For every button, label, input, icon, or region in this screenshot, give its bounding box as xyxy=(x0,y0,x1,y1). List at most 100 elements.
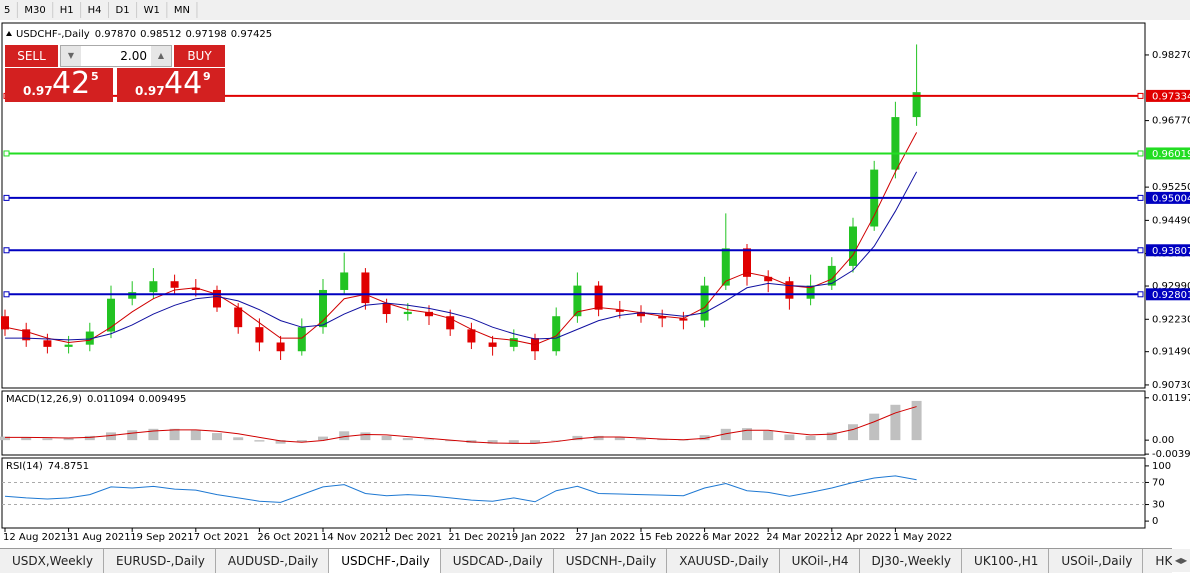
level-handle xyxy=(1137,247,1144,254)
symbol-tab[interactable]: EURUSD-,Daily xyxy=(104,549,216,573)
price-pips: 44 xyxy=(164,66,203,101)
candle-body xyxy=(128,292,137,299)
symbol-tab[interactable]: USDX,Weekly xyxy=(0,549,104,573)
macd-bar xyxy=(445,440,456,442)
symbol-tab[interactable]: AUDUSD-,Daily xyxy=(216,549,330,573)
x-tick-label: 14 Nov 2021 xyxy=(321,532,385,543)
candle-body xyxy=(170,281,179,288)
candle-body xyxy=(319,289,327,328)
candle-body xyxy=(85,331,94,345)
macd-bar xyxy=(890,404,901,441)
level-label: 0.95004 xyxy=(1152,193,1190,204)
macd-bar xyxy=(0,436,10,441)
sell-button[interactable]: SELL xyxy=(5,45,58,67)
level-label-box xyxy=(1146,288,1190,301)
macd-bar xyxy=(869,413,880,441)
macd-bar xyxy=(402,438,413,441)
level-handle xyxy=(1137,150,1144,157)
timeframe-button[interactable]: 5 xyxy=(4,5,10,16)
symbol-tab[interactable]: DJ30-,Weekly xyxy=(860,549,963,573)
macd-bar xyxy=(106,432,116,441)
macd-bar xyxy=(551,440,562,441)
symbol-tab[interactable]: HK50- xyxy=(1143,549,1172,573)
candle-body xyxy=(637,311,645,317)
x-tick-label: 12 Apr 2022 xyxy=(830,532,892,543)
macd-bar xyxy=(339,431,350,441)
y-tick-label: 0.92990 xyxy=(1152,281,1190,292)
macd-bar xyxy=(678,440,689,441)
macd-bar xyxy=(763,430,774,441)
symbol-tab[interactable]: XAUUSD-,Daily xyxy=(667,549,780,573)
timeframe-button[interactable]: H4 xyxy=(88,5,102,16)
macd-bar xyxy=(614,437,625,441)
macd-bar xyxy=(21,437,32,441)
header-value: 74.8751 xyxy=(48,461,89,472)
header-value: 0.009495 xyxy=(139,394,187,405)
candle-body xyxy=(361,272,370,304)
buy-button[interactable]: BUY xyxy=(174,45,225,67)
macd-bar xyxy=(42,438,53,441)
macd-bar xyxy=(233,437,244,441)
macd-bar xyxy=(84,435,95,441)
candle-body xyxy=(785,281,794,299)
moving-average xyxy=(5,171,918,341)
y-tick-label: 0.92230 xyxy=(1152,314,1190,325)
indicator-title: RSI(14) xyxy=(6,461,43,472)
moving-average xyxy=(4,132,918,346)
candle-body xyxy=(509,338,518,347)
header-value: 0.97198 xyxy=(185,29,226,40)
macd-bar xyxy=(699,435,710,441)
symbol-tab[interactable]: UK100-,H1 xyxy=(962,549,1050,573)
timeframe-button[interactable]: H1 xyxy=(60,5,74,16)
timeframe-button[interactable]: M30 xyxy=(24,5,45,16)
lot-box[interactable]: ▼ 2.00 ▲ xyxy=(60,45,172,67)
macd-bar xyxy=(657,439,668,441)
symbol-tab[interactable]: USDCAD-,Daily xyxy=(441,549,554,573)
timeframe-button[interactable]: W1 xyxy=(144,5,160,16)
symbol-tab[interactable]: USOil-,Daily xyxy=(1049,549,1144,573)
y-tick-label: 100 xyxy=(1152,461,1171,472)
x-tick-label: 12 Aug 2021 xyxy=(3,532,67,543)
macd-bar xyxy=(593,435,604,441)
x-tick-label: 7 Oct 2021 xyxy=(194,532,249,543)
macd-bar xyxy=(127,430,138,441)
candle-body xyxy=(276,342,285,352)
macd-bar xyxy=(911,400,922,441)
signal-line xyxy=(5,406,917,444)
level-label-box xyxy=(1146,191,1190,204)
macd-bar xyxy=(784,434,795,441)
level-label: 0.93807 xyxy=(1152,246,1190,257)
candle-body xyxy=(679,318,688,321)
symbol-title: USDCHF-,Daily xyxy=(16,29,90,40)
macd-bar xyxy=(805,435,816,441)
level-handle xyxy=(1137,291,1144,298)
level-handle xyxy=(3,150,10,157)
y-tick-label: 70 xyxy=(1152,477,1165,488)
lot-size[interactable]: 2.00 xyxy=(120,49,147,63)
candle-body xyxy=(43,340,52,347)
sell-price[interactable]: 0.97 42 5 xyxy=(5,66,113,102)
candle-body xyxy=(700,285,709,321)
symbol-tab[interactable]: UKOil-,H4 xyxy=(780,549,860,573)
timeframe-button[interactable]: D1 xyxy=(116,5,130,16)
macd-bar xyxy=(826,432,837,441)
price-prefix: 0.97 xyxy=(135,84,165,98)
x-tick-label: 26 Oct 2021 xyxy=(257,532,319,543)
macd-bar xyxy=(381,435,392,441)
buy-price[interactable]: 0.97 44 9 xyxy=(117,66,225,102)
y-tick-label: 0.94490 xyxy=(1152,215,1190,226)
candle-body xyxy=(446,316,455,330)
price-point: 5 xyxy=(91,70,99,83)
rsi-line xyxy=(4,475,917,503)
timeframe-button[interactable]: MN xyxy=(174,5,190,16)
macd-bar xyxy=(720,428,731,441)
tab-scroll[interactable]: ◀▶ xyxy=(1172,549,1190,572)
candle-body xyxy=(743,248,751,277)
x-tick-label: 1 May 2022 xyxy=(893,532,952,543)
macd-bar xyxy=(530,440,540,444)
symbol-tab[interactable]: USDCHF-,Daily xyxy=(329,549,441,573)
symbol-tab[interactable]: USDCNH-,Daily xyxy=(554,549,668,573)
level-handle xyxy=(1137,194,1144,201)
level-handle xyxy=(3,247,10,254)
